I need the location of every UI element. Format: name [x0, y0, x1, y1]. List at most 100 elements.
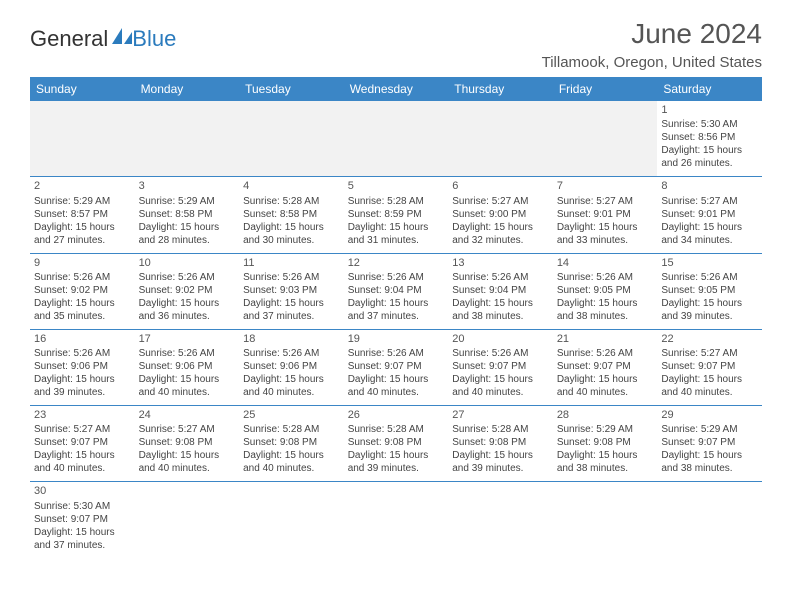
day-cell: 22Sunrise: 5:27 AMSunset: 9:07 PMDayligh…: [657, 329, 762, 405]
daylight-text: and 28 minutes.: [139, 234, 236, 247]
week-row: 30Sunrise: 5:30 AMSunset: 9:07 PMDayligh…: [30, 482, 762, 558]
daylight-text: Daylight: 15 hours: [348, 373, 445, 386]
sunset-text: Sunset: 8:57 PM: [34, 208, 131, 221]
day-cell: 26Sunrise: 5:28 AMSunset: 9:08 PMDayligh…: [344, 406, 449, 482]
day-cell: [448, 482, 553, 558]
day-number: 5: [348, 179, 445, 193]
daylight-text: Daylight: 15 hours: [452, 297, 549, 310]
sunrise-text: Sunrise: 5:26 AM: [348, 271, 445, 284]
day-number: 7: [557, 179, 654, 193]
day-number: 20: [452, 332, 549, 346]
daylight-text: and 39 minutes.: [34, 386, 131, 399]
day-cell: 16Sunrise: 5:26 AMSunset: 9:06 PMDayligh…: [30, 329, 135, 405]
sunrise-text: Sunrise: 5:29 AM: [661, 423, 758, 436]
week-row: 16 Sunrise: 5:26 AM Sunset: 9:06 PM Dayligh…: [30, 329, 762, 405]
day-cell: 21Sunrise: 5:26 AMSunset: 9:07 PMDayligh…: [553, 329, 658, 405]
calendar-page: General Blue June 2024 Tillamook, Oregon…: [0, 0, 792, 576]
day-number: 22: [661, 332, 758, 346]
day-header: Saturday: [657, 77, 762, 101]
logo-text-2: Blue: [132, 26, 176, 52]
day-number: 14: [557, 256, 654, 270]
sunset-text: Sunset: 9:07 PM: [557, 360, 654, 373]
sunrise-text: Sunrise: 5:26 AM: [661, 271, 758, 284]
sunrise-text: Sunrise: 5:28 AM: [348, 195, 445, 208]
sunrise-text: Sunrise: 5:29 AM: [34, 195, 131, 208]
day-number: 8: [661, 179, 758, 193]
day-cell: 4Sunrise: 5:28 AMSunset: 8:58 PMDaylight…: [239, 177, 344, 253]
week-row: 9Sunrise: 5:26 AMSunset: 9:02 PMDaylight…: [30, 253, 762, 329]
day-number: 9: [34, 256, 131, 270]
daylight-text: Daylight: 15 hours: [243, 297, 340, 310]
sunrise-text: Sunrise: 5:26 AM: [34, 271, 131, 284]
sunrise-text: Sunrise: 5:27 AM: [661, 195, 758, 208]
sunset-text: Sunset: 9:08 PM: [139, 436, 236, 449]
day-cell: [344, 482, 449, 558]
daylight-text: and 38 minutes.: [661, 462, 758, 475]
sunset-text: Sunset: 9:07 PM: [34, 513, 131, 526]
day-cell: [135, 101, 240, 177]
day-number: 11: [243, 256, 340, 270]
day-number: 18: [243, 332, 340, 346]
day-header: Thursday: [448, 77, 553, 101]
week-row: 23Sunrise: 5:27 AMSunset: 9:07 PMDayligh…: [30, 406, 762, 482]
month-title: June 2024: [542, 18, 762, 50]
daylight-text: and 38 minutes.: [452, 310, 549, 323]
day-number: 17: [139, 332, 236, 346]
day-cell: 5Sunrise: 5:28 AMSunset: 8:59 PMDaylight…: [344, 177, 449, 253]
sunset-text: Sunset: 9:04 PM: [452, 284, 549, 297]
daylight-text: Daylight: 15 hours: [139, 373, 236, 386]
daylight-text: and 36 minutes.: [139, 310, 236, 323]
day-number: 29: [661, 408, 758, 422]
sunset-text: Sunset: 9:08 PM: [348, 436, 445, 449]
day-header: Wednesday: [344, 77, 449, 101]
sunset-text: Sunset: 9:04 PM: [348, 284, 445, 297]
sunrise-text: Sunrise: 5:30 AM: [661, 118, 758, 131]
sunrise-text: Sunrise: 5:28 AM: [243, 423, 340, 436]
sunrise-text: Sunrise: 5:26 AM: [348, 347, 445, 360]
daylight-text: and 38 minutes.: [557, 462, 654, 475]
daylight-text: and 27 minutes.: [34, 234, 131, 247]
day-number: 15: [661, 256, 758, 270]
sunset-text: Sunset: 9:02 PM: [139, 284, 236, 297]
day-header: Tuesday: [239, 77, 344, 101]
daylight-text: Daylight: 15 hours: [243, 221, 340, 234]
daylight-text: Daylight: 15 hours: [34, 297, 131, 310]
day-cell: 9Sunrise: 5:26 AMSunset: 9:02 PMDaylight…: [30, 253, 135, 329]
day-number: 28: [557, 408, 654, 422]
daylight-text: and 39 minutes.: [661, 310, 758, 323]
day-cell: 1Sunrise: 5:30 AMSunset: 8:56 PMDaylight…: [657, 101, 762, 177]
sunrise-text: Sunrise: 5:26 AM: [557, 347, 654, 360]
day-cell: 29Sunrise: 5:29 AMSunset: 9:07 PMDayligh…: [657, 406, 762, 482]
day-header: Friday: [553, 77, 658, 101]
day-number: 3: [139, 179, 236, 193]
day-number: 10: [139, 256, 236, 270]
calendar-table: Sunday Monday Tuesday Wednesday Thursday…: [30, 77, 762, 558]
daylight-text: Daylight: 15 hours: [661, 297, 758, 310]
day-cell: 30Sunrise: 5:30 AMSunset: 9:07 PMDayligh…: [30, 482, 135, 558]
sunrise-text: Sunrise: 5:26 AM: [557, 271, 654, 284]
sunrise-text: Sunrise: 5:27 AM: [34, 423, 131, 436]
day-number: 16: [34, 332, 131, 346]
day-cell: 25Sunrise: 5:28 AMSunset: 9:08 PMDayligh…: [239, 406, 344, 482]
daylight-text: Daylight: 15 hours: [452, 449, 549, 462]
daylight-text: and 40 minutes.: [452, 386, 549, 399]
day-cell: 11Sunrise: 5:26 AMSunset: 9:03 PMDayligh…: [239, 253, 344, 329]
sunrise-text: Sunrise: 5:29 AM: [139, 195, 236, 208]
sunrise-text: Sunrise: 5:26 AM: [139, 347, 236, 360]
sunset-text: Sunset: 8:56 PM: [661, 131, 758, 144]
day-number: 12: [348, 256, 445, 270]
calendar-body: 1Sunrise: 5:30 AMSunset: 8:56 PMDaylight…: [30, 101, 762, 558]
sunset-text: Sunset: 9:06 PM: [34, 360, 131, 373]
daylight-text: and 40 minutes.: [557, 386, 654, 399]
sunset-text: Sunset: 9:05 PM: [557, 284, 654, 297]
daylight-text: and 37 minutes.: [34, 539, 131, 552]
sunset-text: Sunset: 9:07 PM: [661, 360, 758, 373]
sunset-text: Sunset: 9:08 PM: [557, 436, 654, 449]
daylight-text: Daylight: 15 hours: [139, 297, 236, 310]
day-cell: 12Sunrise: 5:26 AMSunset: 9:04 PMDayligh…: [344, 253, 449, 329]
day-number: 26: [348, 408, 445, 422]
sunrise-text: Sunrise: 5:29 AM: [557, 423, 654, 436]
sunset-text: Sunset: 9:05 PM: [661, 284, 758, 297]
sunset-text: Sunset: 8:58 PM: [139, 208, 236, 221]
day-number: 2: [34, 179, 131, 193]
